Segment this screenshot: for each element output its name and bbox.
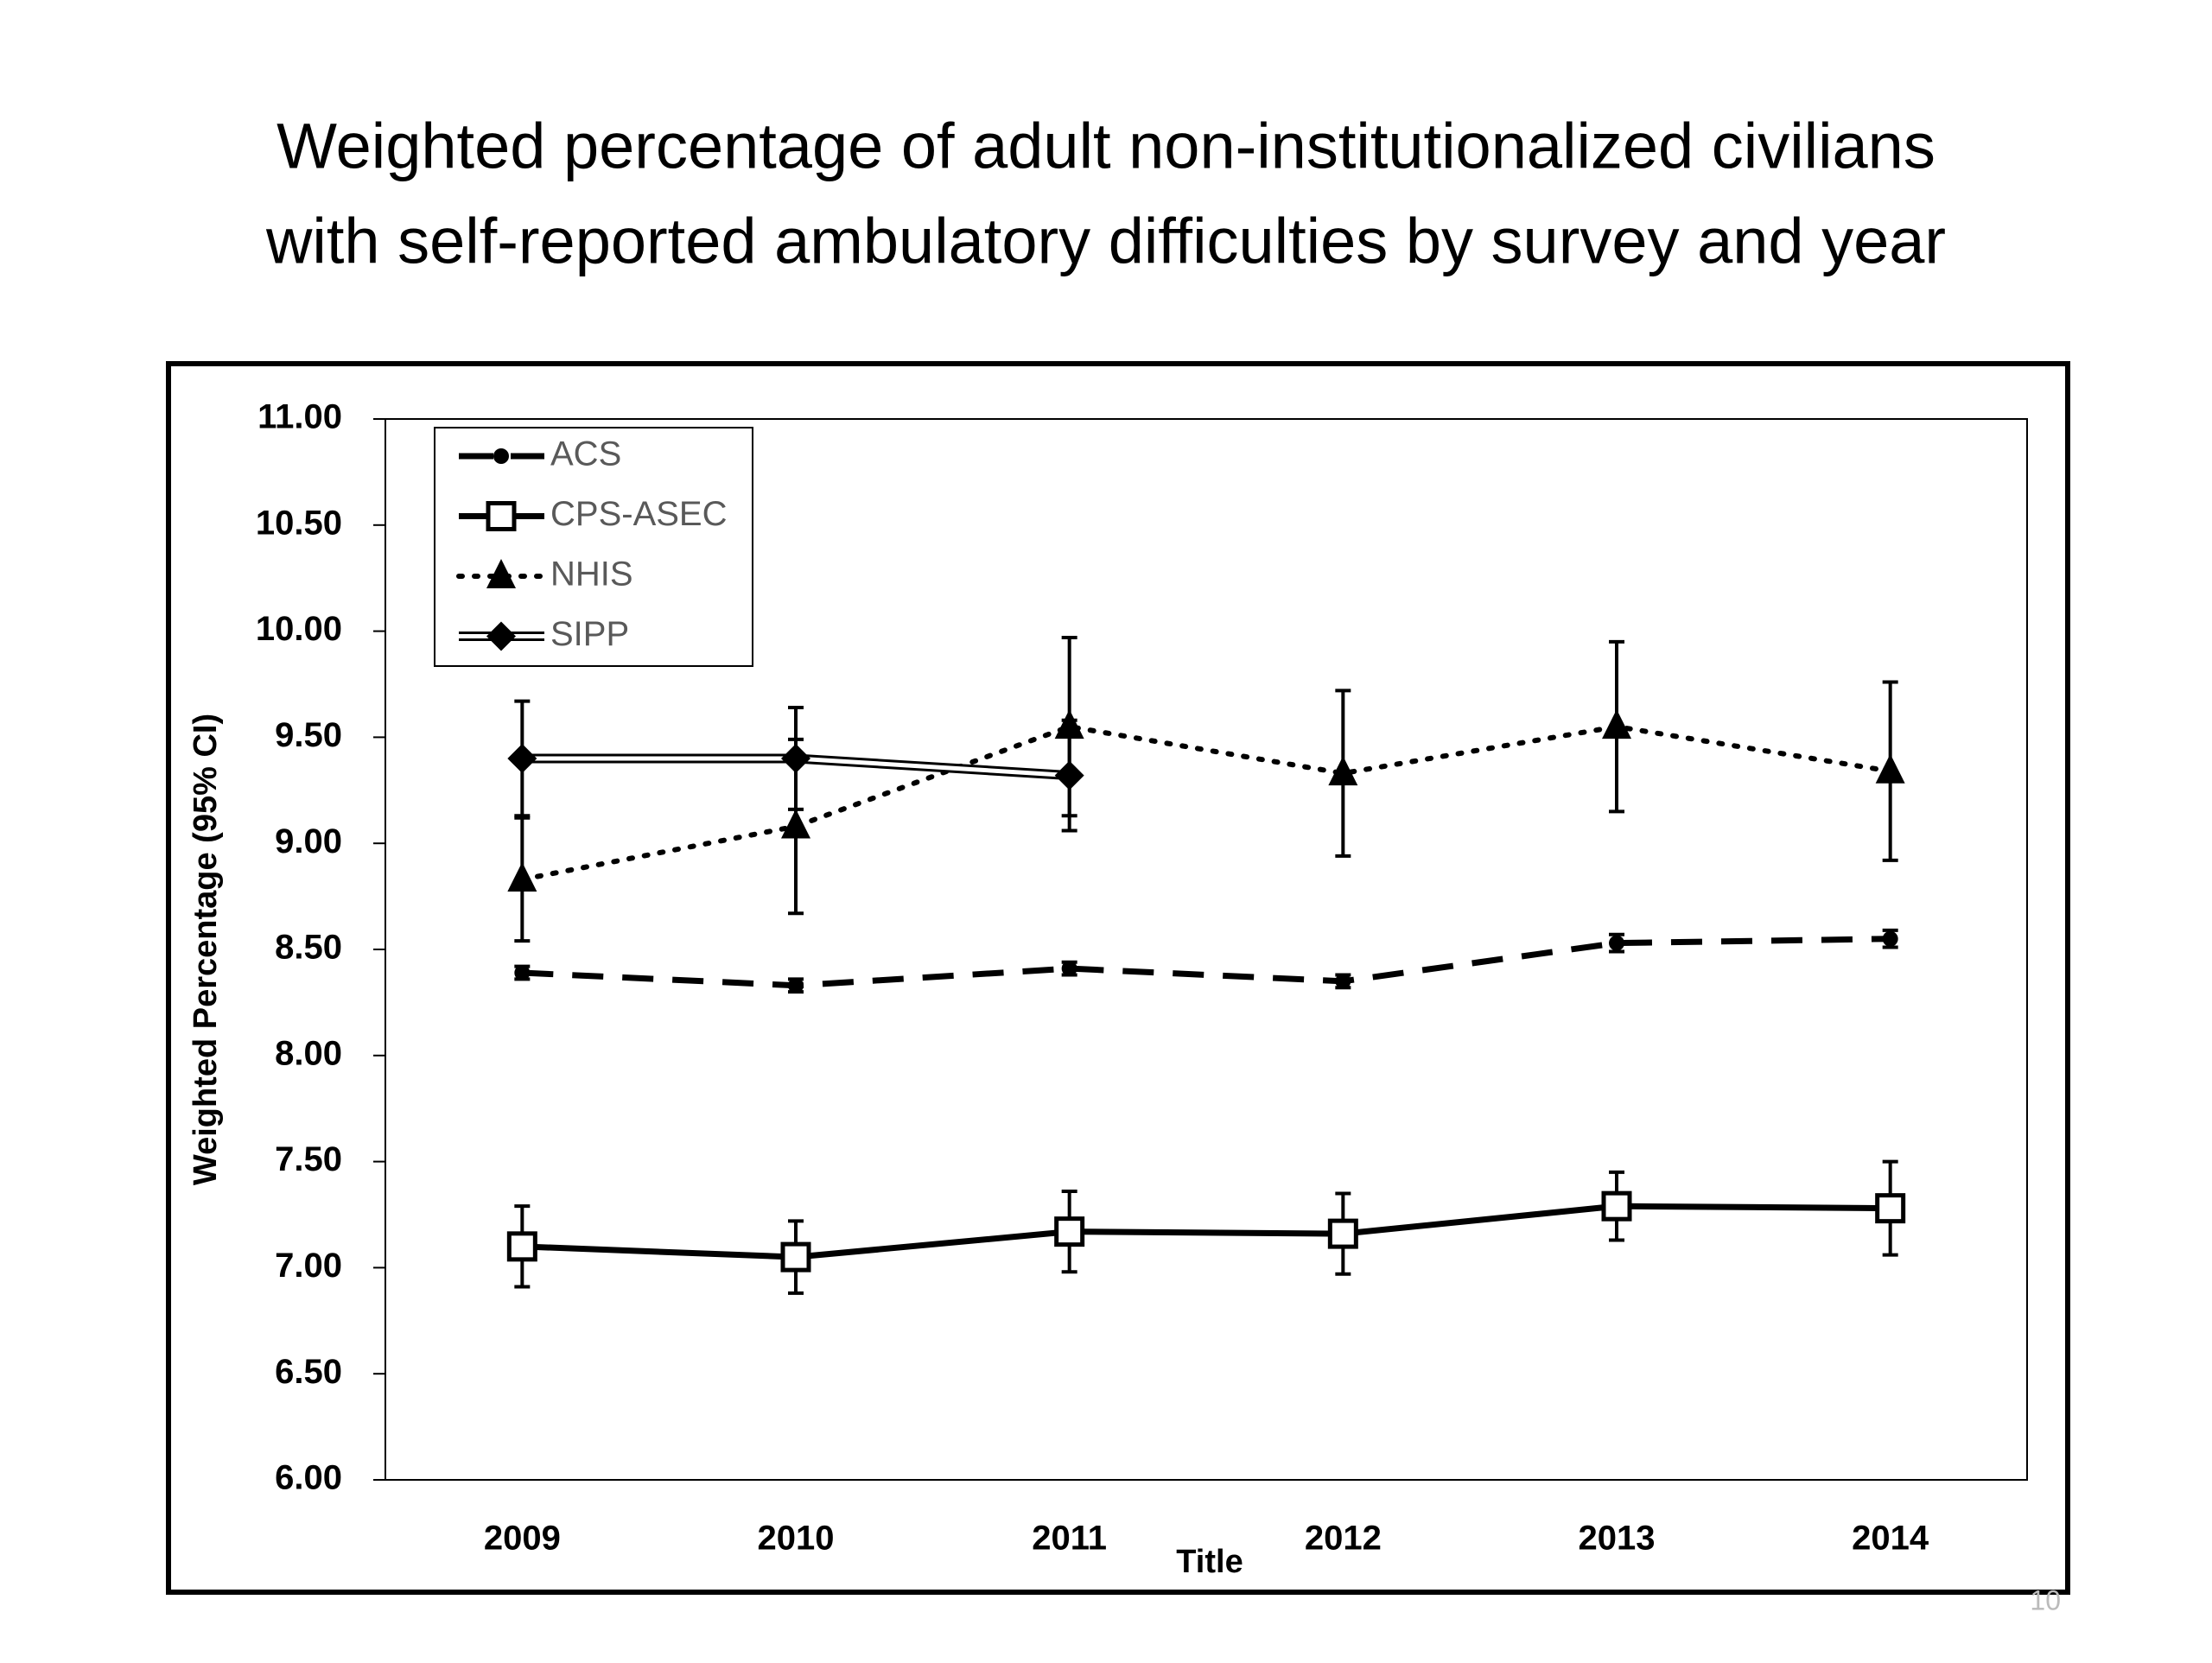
marker <box>1061 961 1077 977</box>
marker <box>1601 1190 1632 1222</box>
legend-box <box>434 427 753 667</box>
y-tick-label: 6.00 <box>275 1459 342 1497</box>
x-tick-label: 2009 <box>484 1520 561 1558</box>
marker <box>1327 1218 1358 1249</box>
y-tick-label: 11.00 <box>257 398 342 436</box>
marker <box>1054 1216 1085 1247</box>
x-tick-label: 2014 <box>1852 1520 1929 1558</box>
y-tick-label: 9.00 <box>275 822 342 860</box>
marker <box>1609 935 1624 951</box>
marker <box>781 743 810 773</box>
marker <box>1875 1193 1906 1224</box>
marker <box>1328 756 1358 786</box>
y-axis-label: Weighted Percentage (95% CI) <box>188 714 224 1185</box>
marker <box>506 1231 537 1262</box>
y-tick-label: 10.00 <box>256 610 342 648</box>
y-tick-label: 6.50 <box>275 1353 342 1391</box>
x-axis-label: Title <box>1176 1544 1243 1580</box>
x-tick-label: 2011 <box>1032 1520 1107 1558</box>
marker <box>780 1241 811 1273</box>
x-tick-label: 2013 <box>1579 1520 1656 1558</box>
x-tick-label: 2012 <box>1305 1520 1382 1558</box>
legend-label: ACS <box>550 435 621 473</box>
y-tick-label: 10.50 <box>256 504 342 542</box>
marker <box>486 501 517 531</box>
marker <box>788 977 804 993</box>
y-tick-label: 8.00 <box>275 1034 342 1072</box>
marker <box>1882 930 1898 947</box>
legend-label: CPS-ASEC <box>550 495 728 533</box>
marker <box>486 559 516 588</box>
marker <box>1054 760 1084 790</box>
marker <box>781 809 810 839</box>
chart-frame <box>166 361 2070 1595</box>
marker <box>514 965 531 981</box>
y-tick-label: 9.50 <box>275 716 342 754</box>
chart-title: with self-reported ambulatory difficulti… <box>265 206 1946 277</box>
chart-title: Weighted percentage of adult non-institu… <box>276 111 1936 182</box>
marker <box>1602 709 1631 739</box>
marker <box>507 861 537 892</box>
legend-label: SIPP <box>550 615 629 653</box>
marker <box>507 743 537 773</box>
marker <box>1875 753 1905 784</box>
legend-label: NHIS <box>550 555 633 593</box>
marker <box>1335 973 1351 989</box>
y-tick-label: 7.00 <box>275 1247 342 1285</box>
page-number: 10 <box>2030 1584 2061 1615</box>
series-line <box>522 936 1891 989</box>
series-line <box>522 1203 1891 1260</box>
marker <box>486 621 516 651</box>
y-tick-label: 8.50 <box>275 929 342 967</box>
y-tick-label: 7.50 <box>275 1140 342 1178</box>
marker <box>493 448 509 464</box>
x-tick-label: 2010 <box>758 1520 835 1558</box>
series-line <box>519 724 1893 882</box>
